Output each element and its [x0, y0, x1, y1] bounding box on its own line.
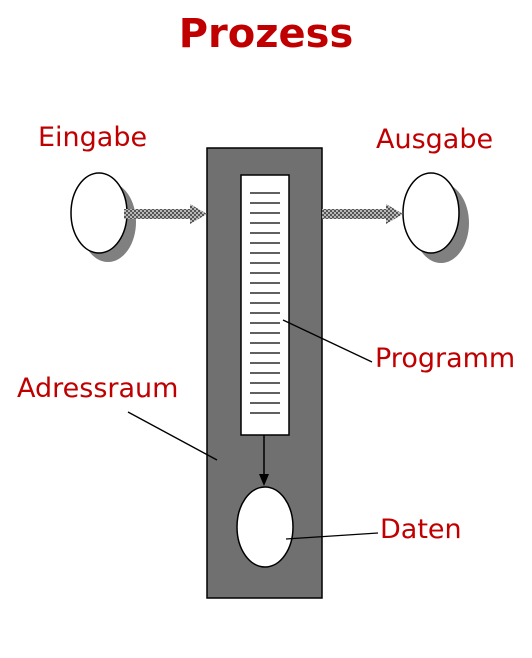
adressraum-leader-line — [127, 411, 218, 461]
data-node — [236, 486, 294, 568]
output-arrow — [322, 204, 403, 224]
label-adressraum: Adressraum — [17, 373, 179, 404]
label-eingabe: Eingabe — [38, 122, 148, 153]
page-title: Prozess — [178, 11, 354, 57]
daten-leader-line — [285, 532, 379, 540]
program-to-data-arrow — [259, 435, 269, 486]
program-memory-icon — [240, 174, 290, 436]
input-arrow — [124, 204, 207, 224]
label-programm: Programm — [375, 343, 516, 374]
input-node-icon — [70, 172, 136, 262]
label-ausgabe: Ausgabe — [376, 124, 494, 155]
label-daten: Daten — [380, 514, 462, 545]
programm-leader-line — [282, 319, 373, 363]
output-node-icon — [402, 172, 469, 263]
